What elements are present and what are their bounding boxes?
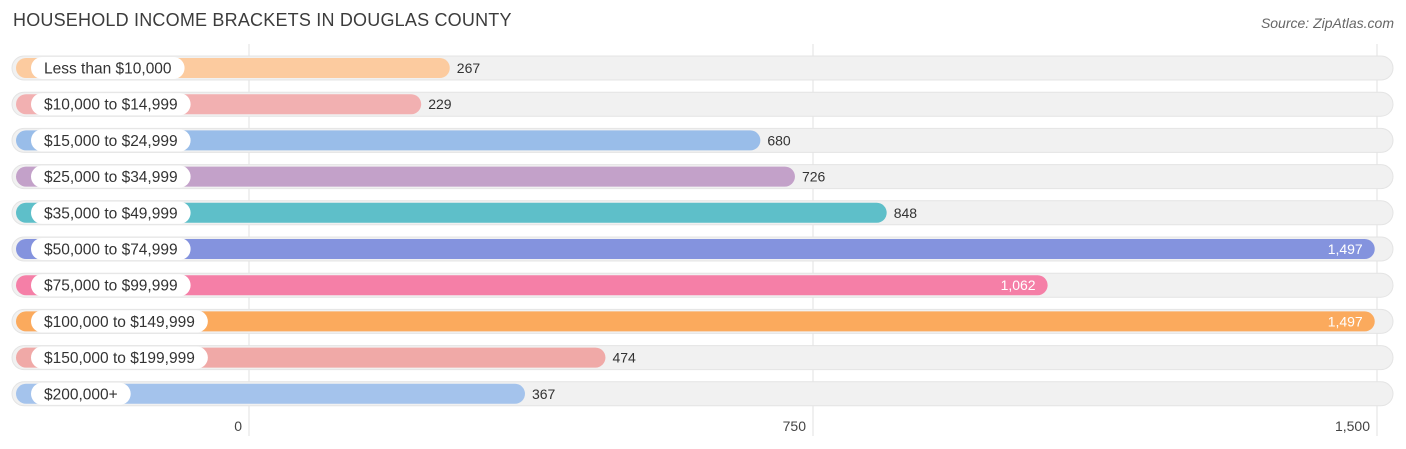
category-pill — [31, 382, 131, 405]
bar — [16, 166, 795, 187]
bar — [16, 130, 761, 151]
category-label: $10,000 to $14,999 — [44, 97, 178, 114]
value-label: 848 — [894, 205, 918, 221]
bar-row: $15,000 to $24,999 680 — [11, 127, 1394, 153]
source-label: Source: ZipAtlas.com — [1260, 15, 1394, 31]
category-label: $50,000 to $74,999 — [44, 242, 178, 259]
category-pill — [31, 93, 191, 116]
x-tick-label: 750 — [783, 418, 807, 434]
bar-row: $25,000 to $34,999 726 — [11, 164, 1394, 190]
value-label: 1,062 — [1001, 277, 1036, 293]
bar-row: $100,000 to $149,999 1,497 — [11, 308, 1394, 334]
category-label: $100,000 to $149,999 — [44, 314, 195, 331]
x-tick-label: 0 — [234, 418, 242, 434]
bar — [16, 311, 1375, 332]
category-pill — [31, 274, 191, 297]
chart-title: HOUSEHOLD INCOME BRACKETS IN DOUGLAS COU… — [13, 10, 512, 30]
category-label: $35,000 to $49,999 — [44, 205, 178, 222]
category-pill — [31, 165, 191, 188]
value-label: 1,497 — [1328, 241, 1363, 257]
bar-row: Less than $10,000 267 — [11, 55, 1394, 81]
value-label: 680 — [767, 132, 791, 148]
bar-row: $200,000+ 367 — [11, 381, 1394, 407]
x-tick-label: 1,500 — [1335, 418, 1370, 434]
value-label: 267 — [457, 60, 481, 76]
category-label: Less than $10,000 — [44, 61, 172, 78]
bar-row: $10,000 to $14,999 229 — [11, 91, 1394, 117]
bar-row: $50,000 to $74,999 1,497 — [11, 236, 1394, 262]
value-label: 367 — [532, 386, 556, 402]
category-label: $25,000 to $34,999 — [44, 169, 178, 186]
category-pill — [31, 57, 185, 79]
category-label: $200,000+ — [44, 386, 118, 403]
category-pill — [31, 238, 191, 260]
value-label: 474 — [612, 350, 636, 366]
bar-row: $35,000 to $49,999 848 — [11, 200, 1394, 226]
value-label: 229 — [428, 96, 452, 112]
category-label: $150,000 to $199,999 — [44, 350, 195, 367]
bar — [16, 202, 887, 223]
bar-row: $75,000 to $99,999 1,062 — [11, 272, 1394, 298]
category-pill — [31, 310, 208, 333]
bar-row: $150,000 to $199,999 474 — [11, 345, 1394, 371]
category-label: $15,000 to $24,999 — [44, 133, 178, 150]
category-pill — [31, 129, 191, 152]
ticks-layer: 0 750 1,500 — [234, 418, 1370, 434]
bar — [16, 275, 1048, 296]
value-label: 726 — [802, 169, 826, 185]
bar — [16, 383, 525, 404]
bars-layer: Less than $10,000 267 $10,000 to $14,999 22… — [11, 55, 1394, 407]
bar — [16, 239, 1375, 259]
category-pill — [31, 346, 208, 369]
category-pill — [31, 201, 191, 224]
category-label: $75,000 to $99,999 — [44, 278, 178, 295]
value-label: 1,497 — [1328, 313, 1363, 329]
